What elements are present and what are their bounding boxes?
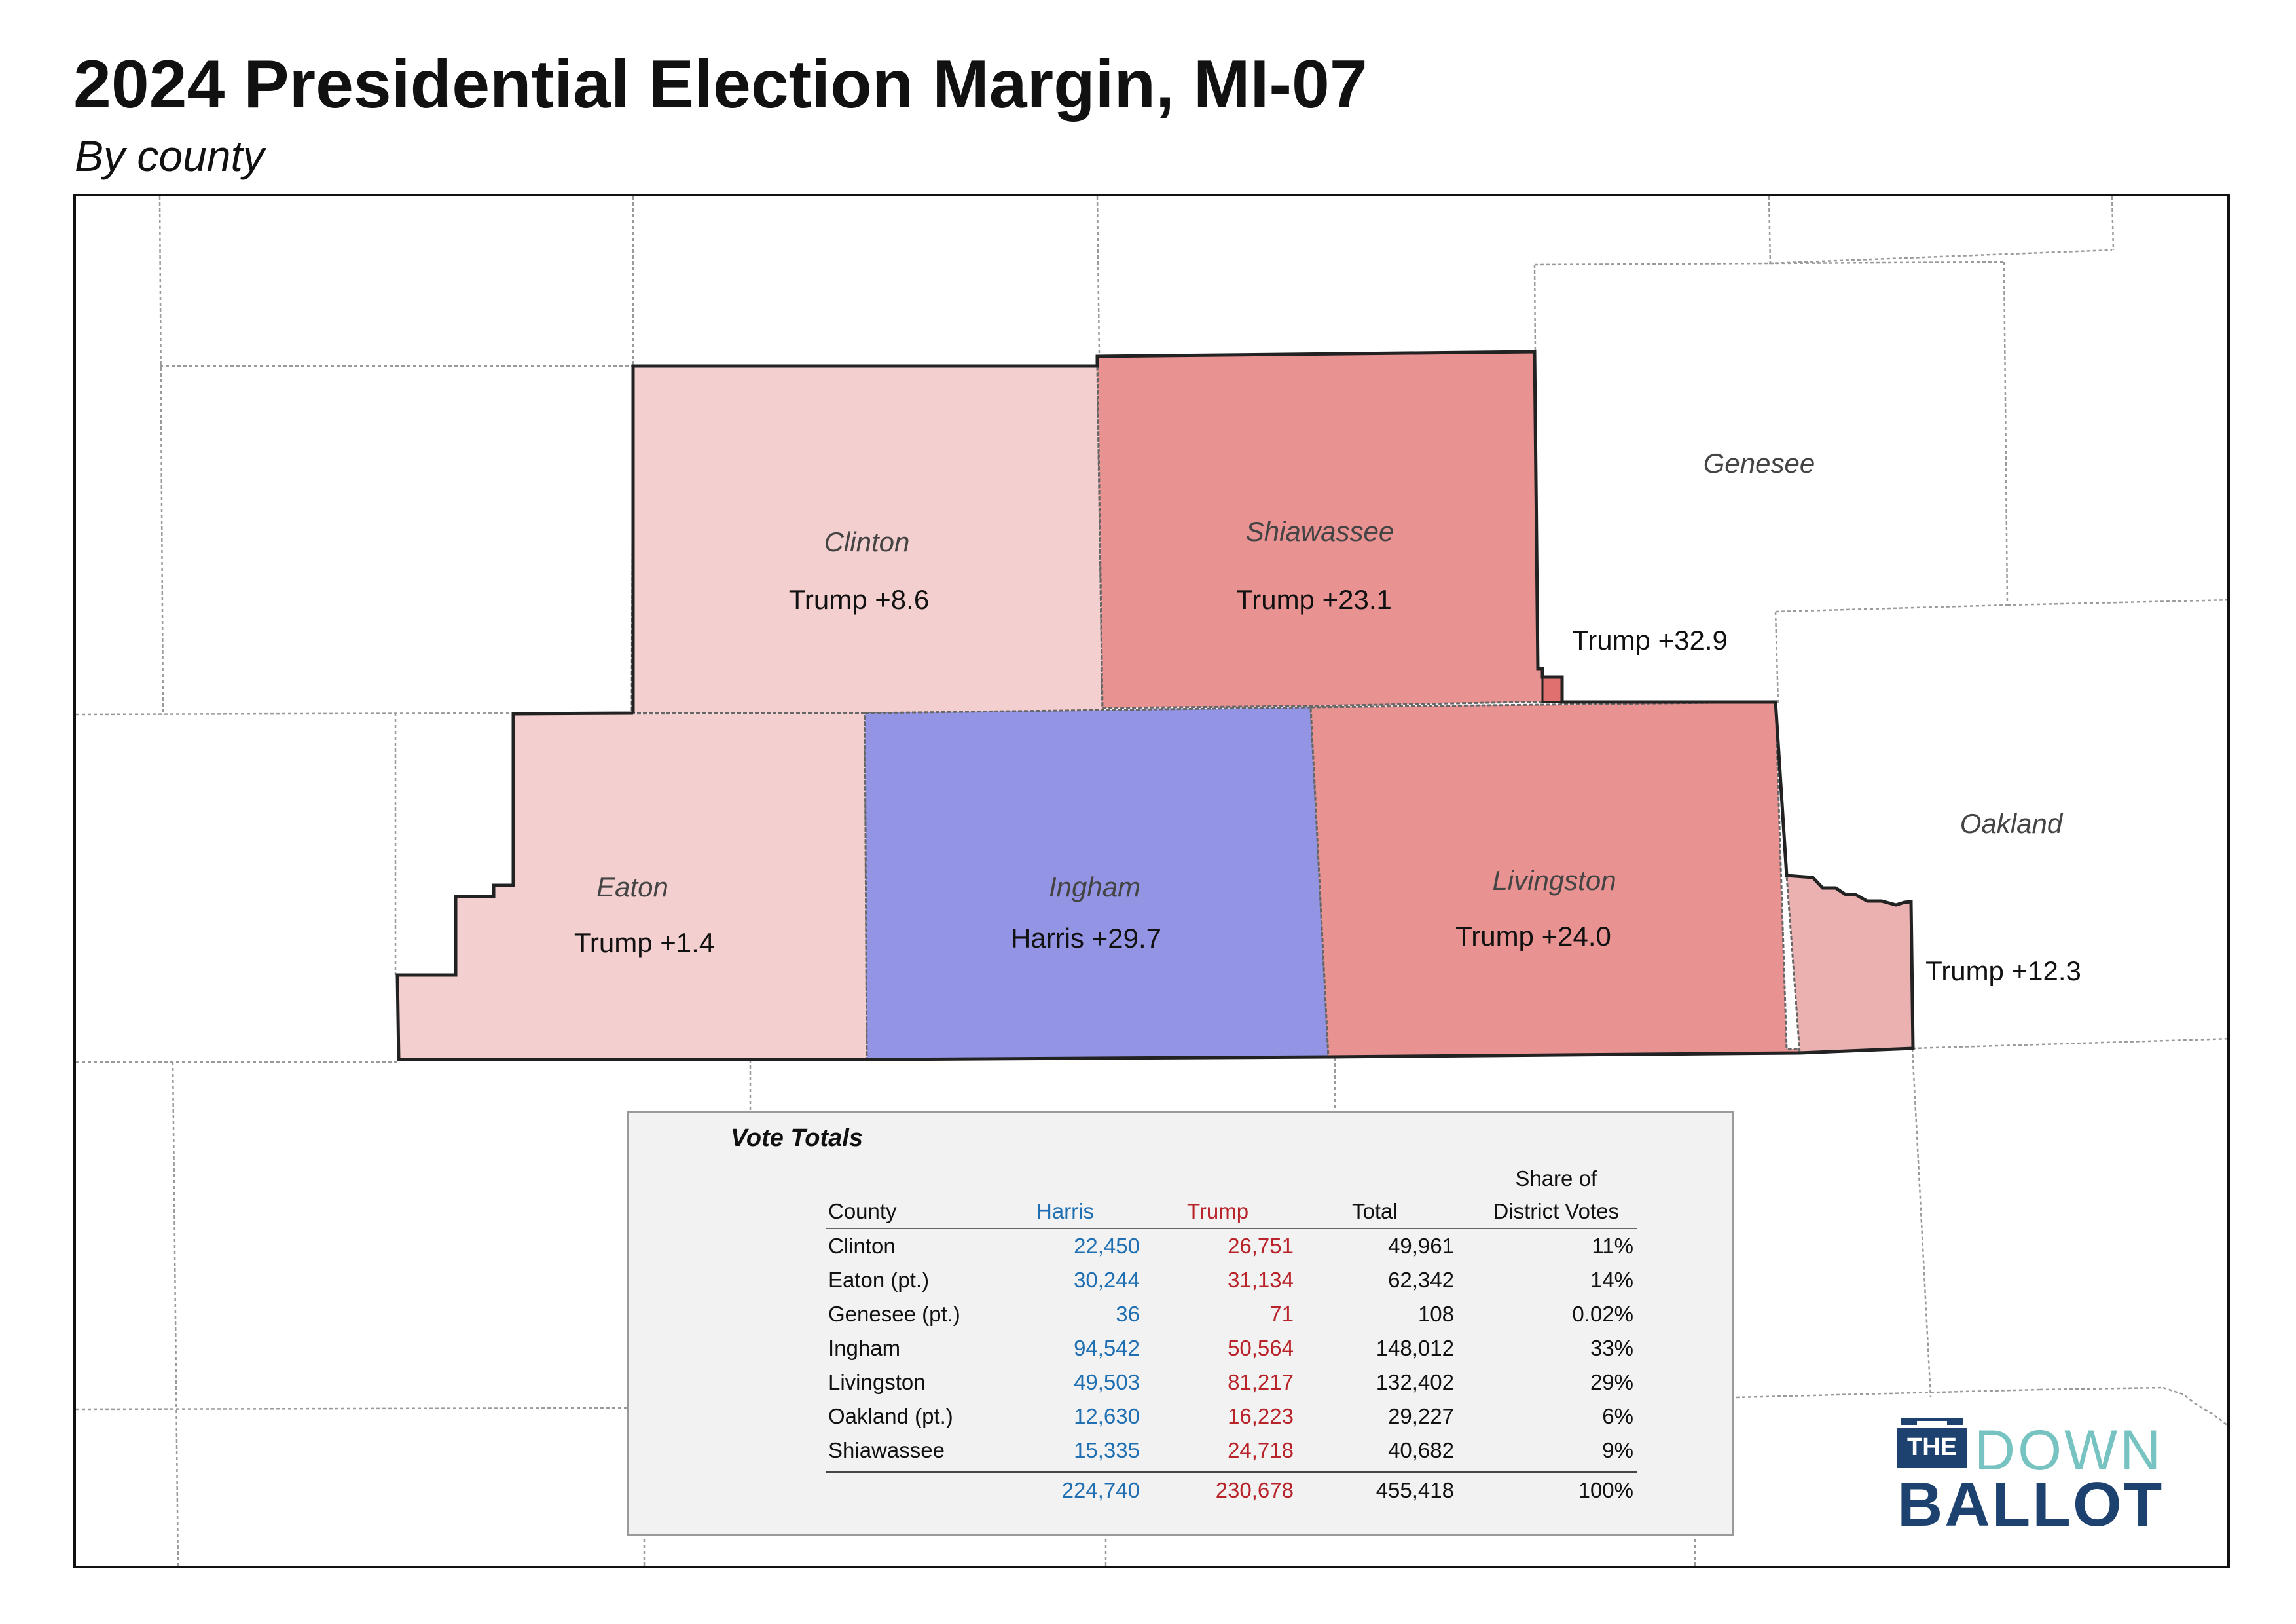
county-genesee-part[interactable] — [1541, 669, 1563, 703]
row-harris: 36 — [1116, 1302, 1140, 1326]
row-share: 11% — [1592, 1234, 1633, 1258]
row-total: 49,961 — [1388, 1234, 1454, 1258]
down-ballot-logo: THE DOWN BALLOT — [1897, 1407, 2162, 1536]
table-row: Livingston 49,503 81,217 132,402 29% — [826, 1365, 1637, 1399]
county-map: Clinton Trump +8.6 Shiawassee Trump +23.… — [76, 196, 2227, 1566]
logo-down-text: DOWN — [1975, 1419, 2164, 1482]
county-margin-genesee: Trump +32.9 — [1572, 625, 1728, 655]
header-share-line2: District Votes — [1493, 1199, 1619, 1223]
row-total: 62,342 — [1388, 1268, 1454, 1292]
row-county: Eaton (pt.) — [828, 1268, 930, 1292]
county-name-genesee: Genesee — [1704, 448, 1815, 479]
row-share: 9% — [1602, 1438, 1633, 1462]
row-share: 29% — [1590, 1370, 1633, 1394]
row-harris: 12,630 — [1074, 1404, 1140, 1428]
surrounding-county-borders — [76, 196, 2227, 1566]
table-row: Ingham 94,542 50,564 148,012 33% — [826, 1331, 1637, 1365]
row-share: 6% — [1602, 1404, 1633, 1428]
row-trump: 71 — [1269, 1302, 1294, 1326]
row-harris: 49,503 — [1074, 1370, 1140, 1394]
county-name-clinton: Clinton — [824, 526, 910, 557]
row-county: Shiawassee — [828, 1438, 945, 1462]
table-row: Eaton (pt.) 30,244 31,134 62,342 14% — [826, 1263, 1637, 1297]
row-trump: 81,217 — [1228, 1370, 1294, 1394]
total-row-trump: 230,678 — [1215, 1478, 1294, 1502]
row-harris: 94,542 — [1074, 1336, 1140, 1360]
header-share-line1: Share of — [1515, 1166, 1597, 1190]
header-share: Share of District Votes — [1493, 1162, 1619, 1228]
row-trump: 50,564 — [1228, 1336, 1294, 1360]
table-row: Shiawassee 15,335 24,718 40,682 9% — [826, 1433, 1637, 1467]
vote-totals-table: County Harris Trump Total Share of Distr… — [826, 1160, 1637, 1507]
row-county: Genesee (pt.) — [828, 1302, 960, 1326]
county-name-oakland: Oakland — [1960, 808, 2064, 839]
total-row-harris: 224,740 — [1061, 1478, 1140, 1502]
logo-the-text: THE — [1907, 1433, 1957, 1461]
row-county: Clinton — [828, 1234, 896, 1258]
row-total: 148,012 — [1376, 1336, 1454, 1360]
table-row: Oakland (pt.) 12,630 16,223 29,227 6% — [826, 1399, 1637, 1433]
row-county: Ingham — [828, 1336, 901, 1360]
row-county: Livingston — [828, 1370, 926, 1394]
header-total: Total — [1352, 1199, 1398, 1223]
row-total: 132,402 — [1376, 1370, 1454, 1394]
header-county: County — [828, 1199, 897, 1223]
vote-totals-panel: Vote Totals County Harris Trump Total Sh… — [627, 1111, 1734, 1536]
total-row-share: 100% — [1578, 1478, 1633, 1502]
row-total: 40,682 — [1388, 1438, 1454, 1462]
table-row: Clinton 22,450 26,751 49,961 11% — [826, 1229, 1637, 1263]
row-share: 0.02% — [1572, 1302, 1633, 1326]
district-boundary — [395, 350, 1915, 1061]
vote-totals-title: Vote Totals — [731, 1124, 863, 1152]
county-oakland-part[interactable] — [1785, 874, 1914, 1054]
row-trump: 31,134 — [1228, 1268, 1294, 1292]
table-total-row: 224,740 230,678 455,418 100% — [826, 1471, 1637, 1507]
row-harris: 22,450 — [1074, 1234, 1140, 1258]
map-subtitle: By county — [75, 132, 264, 180]
county-name-shiawassee: Shiawassee — [1246, 516, 1394, 547]
row-trump: 16,223 — [1228, 1404, 1294, 1428]
row-trump: 24,718 — [1228, 1438, 1294, 1462]
row-trump: 26,751 — [1228, 1234, 1294, 1258]
county-margin-clinton: Trump +8.6 — [789, 584, 929, 615]
county-name-livingston: Livingston — [1492, 865, 1616, 896]
table-row: Genesee (pt.) 36 71 108 0.02% — [826, 1297, 1637, 1331]
county-margin-eaton: Trump +1.4 — [574, 927, 714, 958]
county-margin-oakland: Trump +12.3 — [1925, 955, 2081, 986]
row-harris: 30,244 — [1074, 1268, 1140, 1292]
county-margin-livingston: Trump +24.0 — [1455, 921, 1611, 951]
district-counties — [396, 350, 1914, 1061]
county-name-eaton: Eaton — [596, 872, 668, 902]
row-county: Oakland (pt.) — [828, 1404, 953, 1428]
ballot-box-icon — [1897, 1418, 1967, 1468]
row-share: 33% — [1590, 1336, 1633, 1360]
logo-ballot-text: BALLOT — [1897, 1469, 2164, 1540]
table-header-row: County Harris Trump Total Share of Distr… — [826, 1160, 1637, 1229]
map-title: 2024 Presidential Election Margin, MI-07 — [73, 46, 1368, 122]
header-harris: Harris — [1036, 1199, 1094, 1223]
total-row-total: 455,418 — [1376, 1478, 1454, 1502]
header-trump: Trump — [1187, 1199, 1249, 1223]
county-margin-shiawassee: Trump +23.1 — [1236, 584, 1392, 615]
row-total: 108 — [1417, 1302, 1454, 1326]
county-margin-ingham: Harris +29.7 — [1011, 923, 1161, 953]
row-harris: 15,335 — [1074, 1438, 1140, 1462]
row-share: 14% — [1590, 1268, 1633, 1292]
county-name-ingham: Ingham — [1049, 872, 1140, 902]
row-total: 29,227 — [1388, 1404, 1454, 1428]
